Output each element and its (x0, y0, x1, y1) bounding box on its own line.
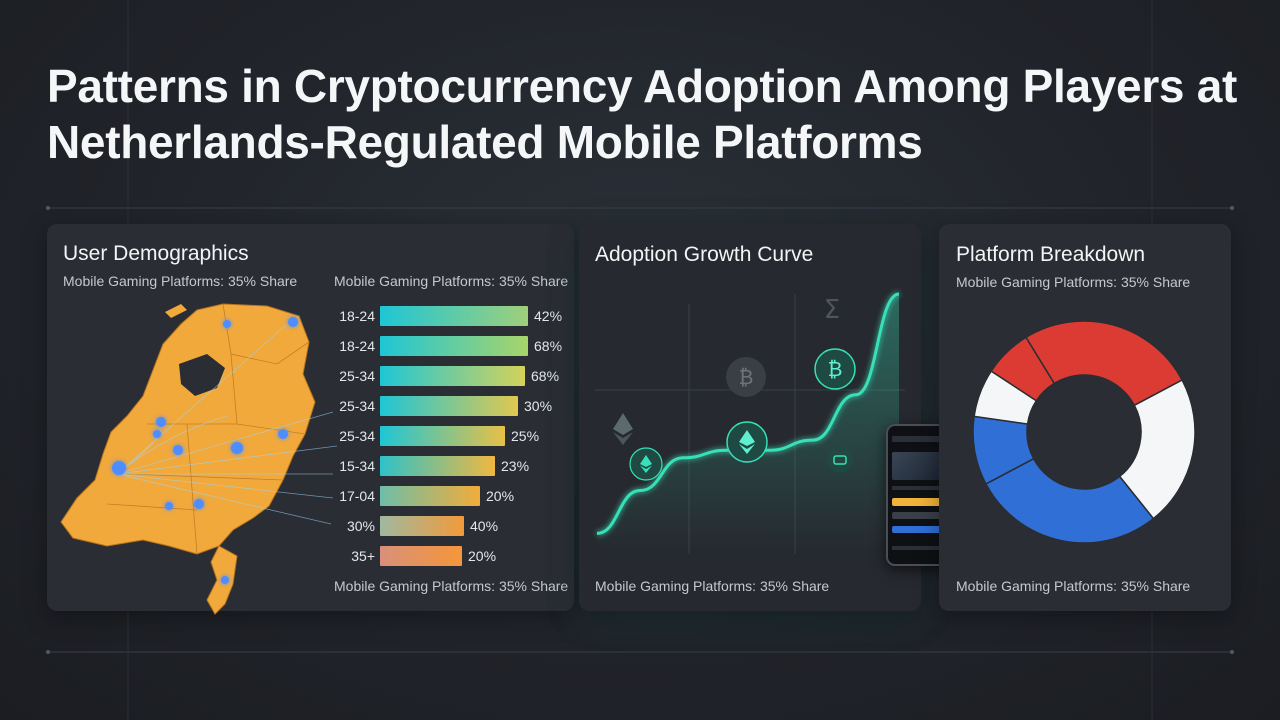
bar-category-label: 25-34 (339, 398, 375, 414)
map-mainland (60, 303, 316, 555)
map-marker (231, 442, 243, 454)
donut-slice (1024, 320, 1184, 407)
page-title: Patterns in Cryptocurrency Adoption Amon… (47, 60, 1237, 168)
bitcoin-icon: ₿ (726, 357, 766, 397)
bar-value-label: 42% (534, 308, 563, 324)
donut-slice (984, 457, 1155, 544)
netherlands-map (60, 303, 338, 615)
svg-text:₿: ₿ (739, 365, 754, 389)
bitcoin-icon: ₿ (814, 348, 856, 390)
map-marker (156, 417, 166, 427)
bar (380, 396, 518, 416)
map-marker (173, 445, 183, 455)
map-marker (112, 461, 126, 475)
bar-value-label: 68% (531, 368, 560, 384)
bar (380, 336, 528, 356)
bar-category-label: 25-34 (339, 428, 375, 444)
platform-note: Mobile Gaming Platforms: 35% Share (956, 274, 1191, 290)
bar-value-label: 20% (486, 488, 515, 504)
bar-value-label: 68% (534, 338, 563, 354)
growth-curve-chart: ₿ ₿ Σ (595, 292, 905, 554)
ethereum-icon (726, 421, 768, 463)
ethereum-icon (629, 447, 663, 481)
bar-category-label: 18-24 (339, 308, 375, 324)
bar (380, 366, 525, 386)
growth-curve-area (597, 294, 899, 554)
bar (380, 516, 464, 536)
demographics-note-right: Mobile Gaming Platforms: 35% Share (334, 273, 569, 289)
map-marker (223, 320, 231, 328)
demographics-footer: Mobile Gaming Platforms: 35% Share (334, 578, 569, 594)
bar (380, 426, 505, 446)
bar-category-label: 18-24 (339, 338, 375, 354)
bar (380, 306, 528, 326)
adoption-growth-panel: Adoption Growth Curve Mobile Gaming Plat… (579, 224, 921, 611)
map-marker (221, 576, 229, 584)
bar (380, 456, 495, 476)
svg-text:Σ: Σ (824, 295, 840, 325)
coin-icon (827, 447, 853, 473)
bar-value-label: 23% (501, 458, 530, 474)
bar (380, 546, 462, 566)
growth-title: Adoption Growth Curve (595, 243, 814, 266)
map-marker (278, 429, 288, 439)
platform-footer: Mobile Gaming Platforms: 35% Share (956, 578, 1191, 594)
map-marker (288, 317, 298, 327)
platform-title: Platform Breakdown (956, 243, 1146, 266)
bar-value-label: 20% (468, 548, 497, 564)
map-ijsselmeer (179, 354, 225, 396)
sigma-icon: Σ (824, 295, 840, 325)
svg-text:₿: ₿ (828, 357, 843, 381)
map-marker (153, 430, 161, 438)
bar-category-label: 15-34 (339, 458, 375, 474)
map-marker (165, 502, 173, 510)
bar-category-label: 25-34 (339, 368, 375, 384)
bar-category-label: 17-04 (339, 488, 375, 504)
demographics-note-left: Mobile Gaming Platforms: 35% Share (63, 273, 298, 289)
map-marker (194, 499, 204, 509)
bar-value-label: 30% (524, 398, 553, 414)
donut-slice (1118, 379, 1196, 520)
bar-value-label: 40% (470, 518, 499, 534)
demographics-title: User Demographics (63, 242, 249, 265)
platform-breakdown-panel: Platform Breakdown Mobile Gaming Platfor… (939, 224, 1231, 611)
bar-category-label: 35+ (351, 548, 375, 564)
donut-slice (990, 336, 1056, 402)
map-frisian-island (165, 304, 187, 318)
bar (380, 486, 480, 506)
ethereum-icon (613, 413, 633, 445)
platform-donut-chart (972, 320, 1196, 544)
bar-value-label: 25% (511, 428, 540, 444)
growth-footer: Mobile Gaming Platforms: 35% Share (595, 578, 830, 594)
user-demographics-panel: User Demographics Mobile Gaming Platform… (47, 224, 574, 615)
bar-category-label: 30% (346, 518, 375, 534)
